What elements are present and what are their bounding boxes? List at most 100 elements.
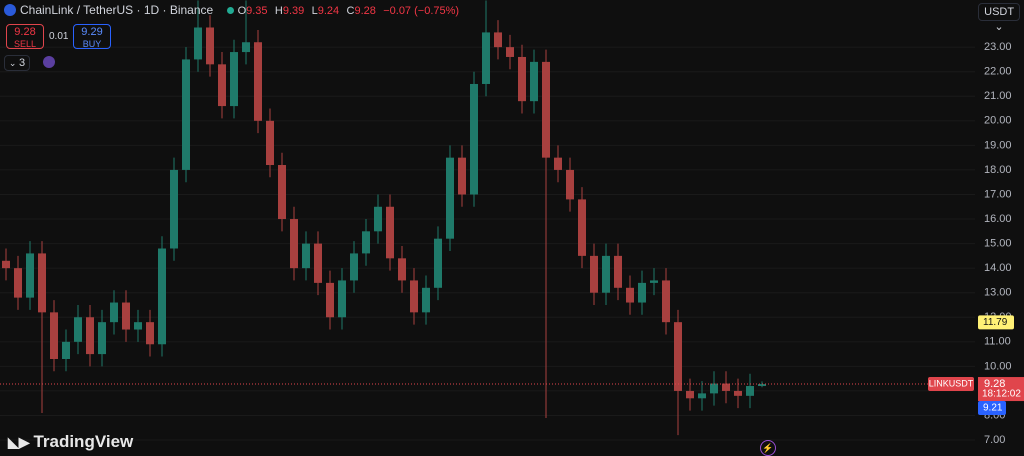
alert-icon[interactable]: ⚡ xyxy=(760,440,776,456)
candle-body xyxy=(446,157,454,239)
symbol-logo xyxy=(4,4,16,16)
sync-icon[interactable] xyxy=(43,56,55,68)
candle-body xyxy=(302,243,310,269)
symbol-title[interactable]: ChainLink / TetherUS · 1D · Binance xyxy=(20,3,214,17)
candle-body xyxy=(158,248,166,345)
candle-body xyxy=(386,206,394,259)
candle-body xyxy=(398,258,406,281)
high-tag xyxy=(978,315,1014,330)
countdown-label: 18:12:02 xyxy=(982,389,1021,400)
candle-body xyxy=(590,255,598,293)
sell-price: 9.28 xyxy=(14,26,36,38)
candle-body xyxy=(626,287,634,303)
candle-body xyxy=(86,317,94,355)
candle-body xyxy=(74,317,82,342)
candle-body xyxy=(434,238,442,288)
candle-body xyxy=(542,61,550,158)
buy-price: 9.29 xyxy=(81,26,103,38)
change: −0.07 (−0.75%) xyxy=(383,5,460,17)
candle-body xyxy=(38,253,46,313)
candle-body xyxy=(254,42,262,121)
candle-body xyxy=(758,384,766,387)
candle-body xyxy=(650,280,658,283)
candle-body xyxy=(266,120,274,166)
y-tick-label: 17.00 xyxy=(984,188,1012,200)
y-tick-label: 16.00 xyxy=(984,213,1012,225)
candle-body xyxy=(470,83,478,195)
sell-label: SELL xyxy=(13,39,37,49)
candle-body xyxy=(362,231,370,254)
last-price-tag xyxy=(978,377,1024,402)
candle-body xyxy=(638,282,646,303)
y-tick-label: 11.00 xyxy=(984,336,1011,348)
candle-body xyxy=(710,383,718,394)
candle-body xyxy=(230,52,238,107)
y-tick-label: 21.00 xyxy=(984,90,1012,102)
ohlc-value: 9.39 xyxy=(282,5,305,17)
y-tick-label: 14.00 xyxy=(984,262,1012,274)
candle-body xyxy=(698,393,706,399)
candle-body xyxy=(566,169,574,200)
candle-body xyxy=(50,312,58,360)
symbol-tag-label: LINKUSDT xyxy=(929,378,974,388)
candle-body xyxy=(722,383,730,391)
candle-body xyxy=(554,157,562,170)
y-tick-label: 13.00 xyxy=(984,287,1012,299)
ohlc-value: 9.24 xyxy=(317,5,340,17)
candle-body xyxy=(206,27,214,65)
candle-body xyxy=(506,47,514,57)
candle-body xyxy=(122,302,130,330)
y-tick-label: 15.00 xyxy=(984,237,1012,249)
candle-body xyxy=(350,253,358,281)
candle-body xyxy=(422,287,430,313)
ohlc-label: O xyxy=(237,5,247,17)
candle-body xyxy=(62,341,70,360)
ohlc-value: 9.28 xyxy=(354,5,376,17)
candle-body xyxy=(218,64,226,107)
spread: 0.01 xyxy=(49,31,69,42)
candle-body xyxy=(170,169,178,249)
bid-tag xyxy=(978,401,1006,416)
candle-body xyxy=(530,61,538,102)
candle-body xyxy=(314,243,322,283)
candle-body xyxy=(578,199,586,256)
candle-body xyxy=(146,322,154,345)
brand-logo[interactable]: ◣▶ TradingView xyxy=(8,432,134,451)
candle-body xyxy=(410,280,418,313)
candle-body xyxy=(458,157,466,195)
last-price-label: 9.28 xyxy=(984,378,1005,390)
candle-body xyxy=(482,32,490,84)
candle-body xyxy=(614,255,622,288)
ohlc-label: H xyxy=(274,5,283,17)
candle-body xyxy=(374,206,382,232)
bid-label: 9.21 xyxy=(983,403,1003,414)
sell-button[interactable]: 9.28 SELL xyxy=(6,24,44,49)
y-tick-label: 19.00 xyxy=(984,139,1012,151)
indicators-count: 3 xyxy=(18,57,26,69)
candle-body xyxy=(98,322,106,355)
currency-select[interactable]: USDT ⌄ xyxy=(978,3,1020,33)
candle-body xyxy=(674,322,682,391)
buy-button[interactable]: 9.29 BUY xyxy=(73,24,111,49)
candle-body xyxy=(182,59,190,170)
candle-body xyxy=(686,390,694,399)
y-tick-label: 23.00 xyxy=(984,41,1012,53)
currency: USDT xyxy=(984,6,1014,18)
candle-body xyxy=(662,280,670,323)
legend-bar: ChainLink / TetherUS · 1D · Binance O 9.3… xyxy=(4,3,459,17)
indicators-toggle[interactable]: ⌄ 3 xyxy=(4,55,30,71)
candle-body xyxy=(338,280,346,318)
candle-body xyxy=(734,390,742,396)
candle-body xyxy=(518,56,526,102)
candle-body xyxy=(14,268,22,298)
brand: TradingView xyxy=(33,432,134,451)
y-tick-label: 7.00 xyxy=(984,434,1005,446)
candle-body xyxy=(242,42,250,53)
candle-body xyxy=(494,32,502,48)
candle-body xyxy=(602,255,610,293)
y-tick-label: 22.00 xyxy=(984,66,1012,78)
candle-body xyxy=(110,302,118,323)
ohlc-label: C xyxy=(346,5,355,17)
